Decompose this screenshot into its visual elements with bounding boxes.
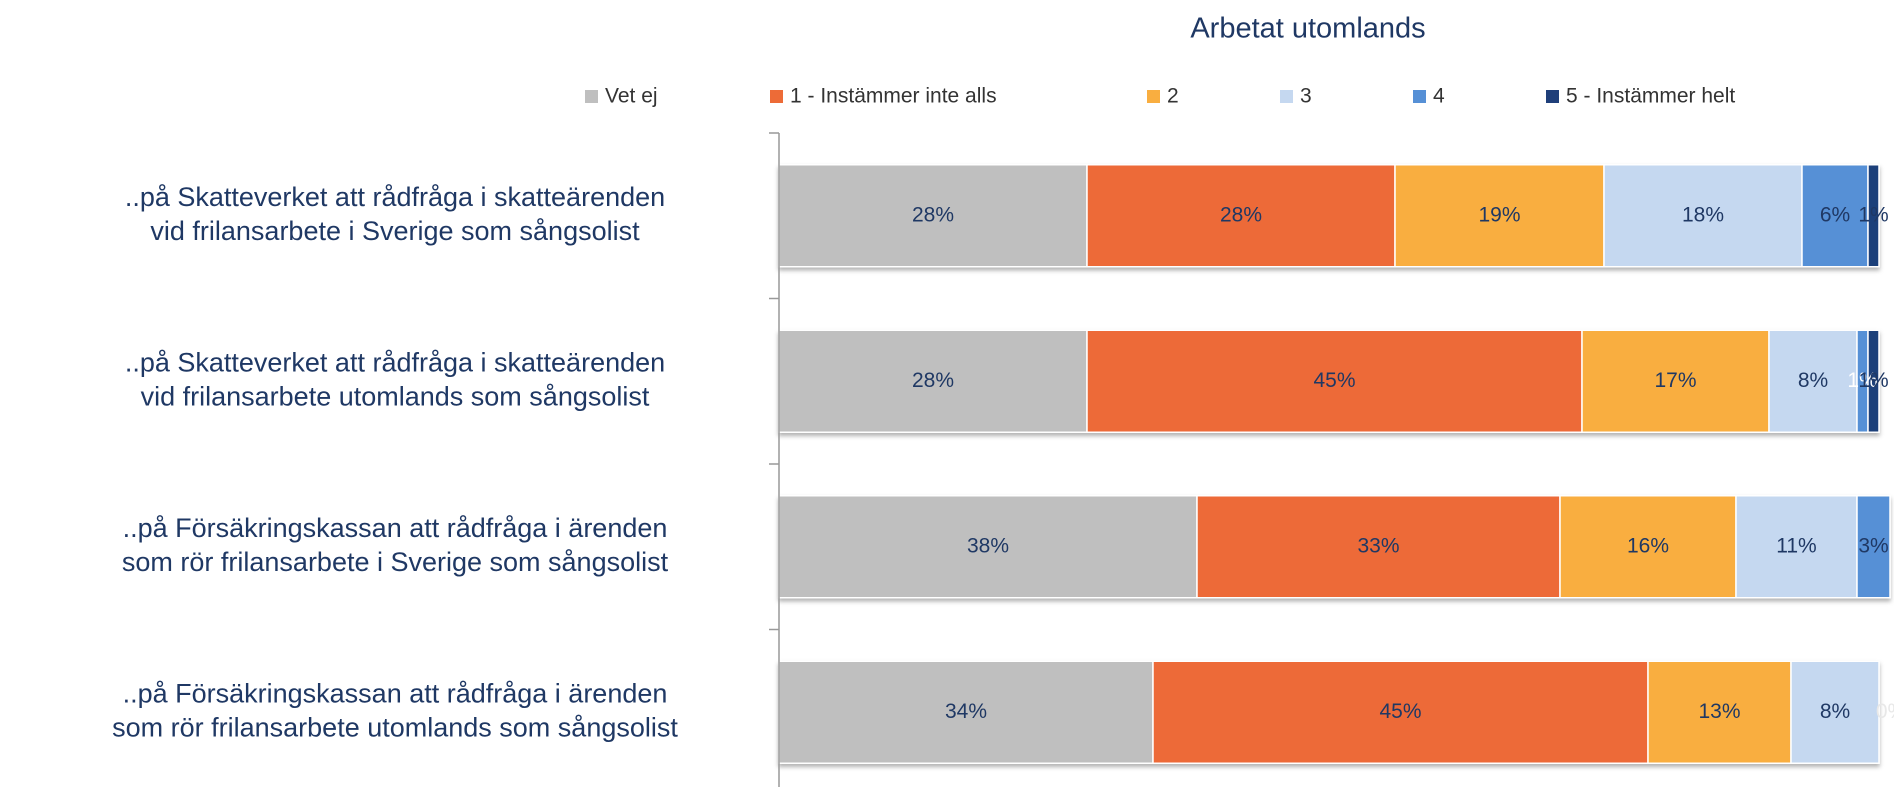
value-label: 28% [912, 369, 954, 392]
bar-segment [1603, 164, 1803, 268]
category-label: ..på Skatteverket att rådfråga i skatteä… [125, 182, 665, 246]
value-label: 8% [1820, 700, 1850, 723]
bar-segment [1086, 164, 1396, 268]
value-label: 17% [1654, 369, 1696, 392]
bar-segment [1867, 164, 1880, 268]
bar-group [778, 495, 1891, 599]
bars: 28% 28% 19% 18% 6% 1%28% 45% 17% 8% 1%1%38% 33% 16%… [778, 164, 1894, 764]
bar-segment [1867, 329, 1880, 433]
legend-label: 4 [1433, 85, 1445, 108]
legend-label: 1 - Instämmer inte alls [790, 85, 997, 108]
legend-swatch [1147, 90, 1160, 103]
category-label: ..på Försäkringskassan att rådfråga i är… [112, 678, 678, 742]
category-label: ..på Skatteverket att rådfråga i skatteä… [125, 347, 665, 411]
value-label: 45% [1379, 700, 1421, 723]
value-label: 34% [945, 700, 987, 723]
legend-swatch [1413, 90, 1426, 103]
bar-segment [1801, 164, 1869, 268]
category-label-line: ..på Skatteverket att rådfråga i skatteä… [125, 347, 665, 377]
value-label: 1% [1858, 203, 1888, 226]
bar-segment [1790, 660, 1880, 764]
legend-swatch [770, 90, 783, 103]
category-label-line: som rör frilansarbete i Sverige som sång… [122, 547, 669, 577]
legend-label: 2 [1167, 85, 1179, 108]
bar-group [778, 329, 1880, 433]
bar-segment [1581, 329, 1770, 433]
bar-segment [1559, 495, 1737, 599]
legend-swatch [1280, 90, 1293, 103]
legend: Vet ej 1 - Instämmer inte alls 2 3 4 5 - Inst… [585, 85, 1735, 108]
value-label: 28% [1220, 203, 1262, 226]
category-label-line: ..på Skatteverket att rådfråga i skatteä… [125, 182, 665, 212]
value-label: 38% [967, 534, 1009, 557]
bar-segment [1152, 660, 1649, 764]
bar-segment [1856, 495, 1891, 599]
bar-segment [1086, 329, 1583, 433]
legend-label: Vet ej [605, 85, 658, 108]
category-label-line: som rör frilansarbete utomlands som sång… [112, 712, 678, 742]
value-label: 19% [1478, 203, 1520, 226]
category-label-line: ..på Försäkringskassan att rådfråga i är… [123, 513, 668, 543]
bar-segment [1647, 660, 1792, 764]
value-label: 11% [1776, 534, 1816, 557]
bar-segment [778, 495, 1198, 599]
category-label-line: vid frilansarbete i Sverige som sångsoli… [150, 216, 640, 246]
value-label: 18% [1682, 203, 1724, 226]
bar-segment [778, 660, 1154, 764]
category-label-line: ..på Försäkringskassan att rådfråga i är… [123, 678, 668, 708]
value-label: 16% [1627, 534, 1669, 557]
value-label: 6% [1820, 203, 1850, 226]
legend-swatch [585, 90, 598, 103]
value-label: 3% [1858, 534, 1888, 557]
value-label: 1% [1858, 369, 1888, 392]
value-label: 28% [912, 203, 954, 226]
legend-label: 3 [1300, 85, 1312, 108]
category-label: ..på Försäkringskassan att rådfråga i är… [122, 513, 669, 577]
bar-group [778, 660, 1880, 764]
value-label: 13% [1698, 700, 1740, 723]
value-label: 1% [1847, 369, 1877, 392]
legend-swatch [1546, 90, 1559, 103]
chart-title: Arbetat utomlands [1190, 13, 1425, 45]
legend-label: 5 - Instämmer helt [1566, 85, 1735, 108]
value-label: 33% [1357, 534, 1399, 557]
value-label: 0% [1876, 700, 1894, 723]
category-label-line: vid frilansarbete utomlands som sångsoli… [141, 381, 650, 411]
value-label: 8% [1798, 369, 1828, 392]
bar-segment [778, 164, 1088, 268]
bar-segment [778, 329, 1088, 433]
bar-segment [1196, 495, 1561, 599]
value-label: 45% [1313, 369, 1355, 392]
bar-group [778, 164, 1880, 268]
bar-segment [1735, 495, 1858, 599]
bar-segment [1768, 329, 1858, 433]
bar-segment [1394, 164, 1605, 268]
